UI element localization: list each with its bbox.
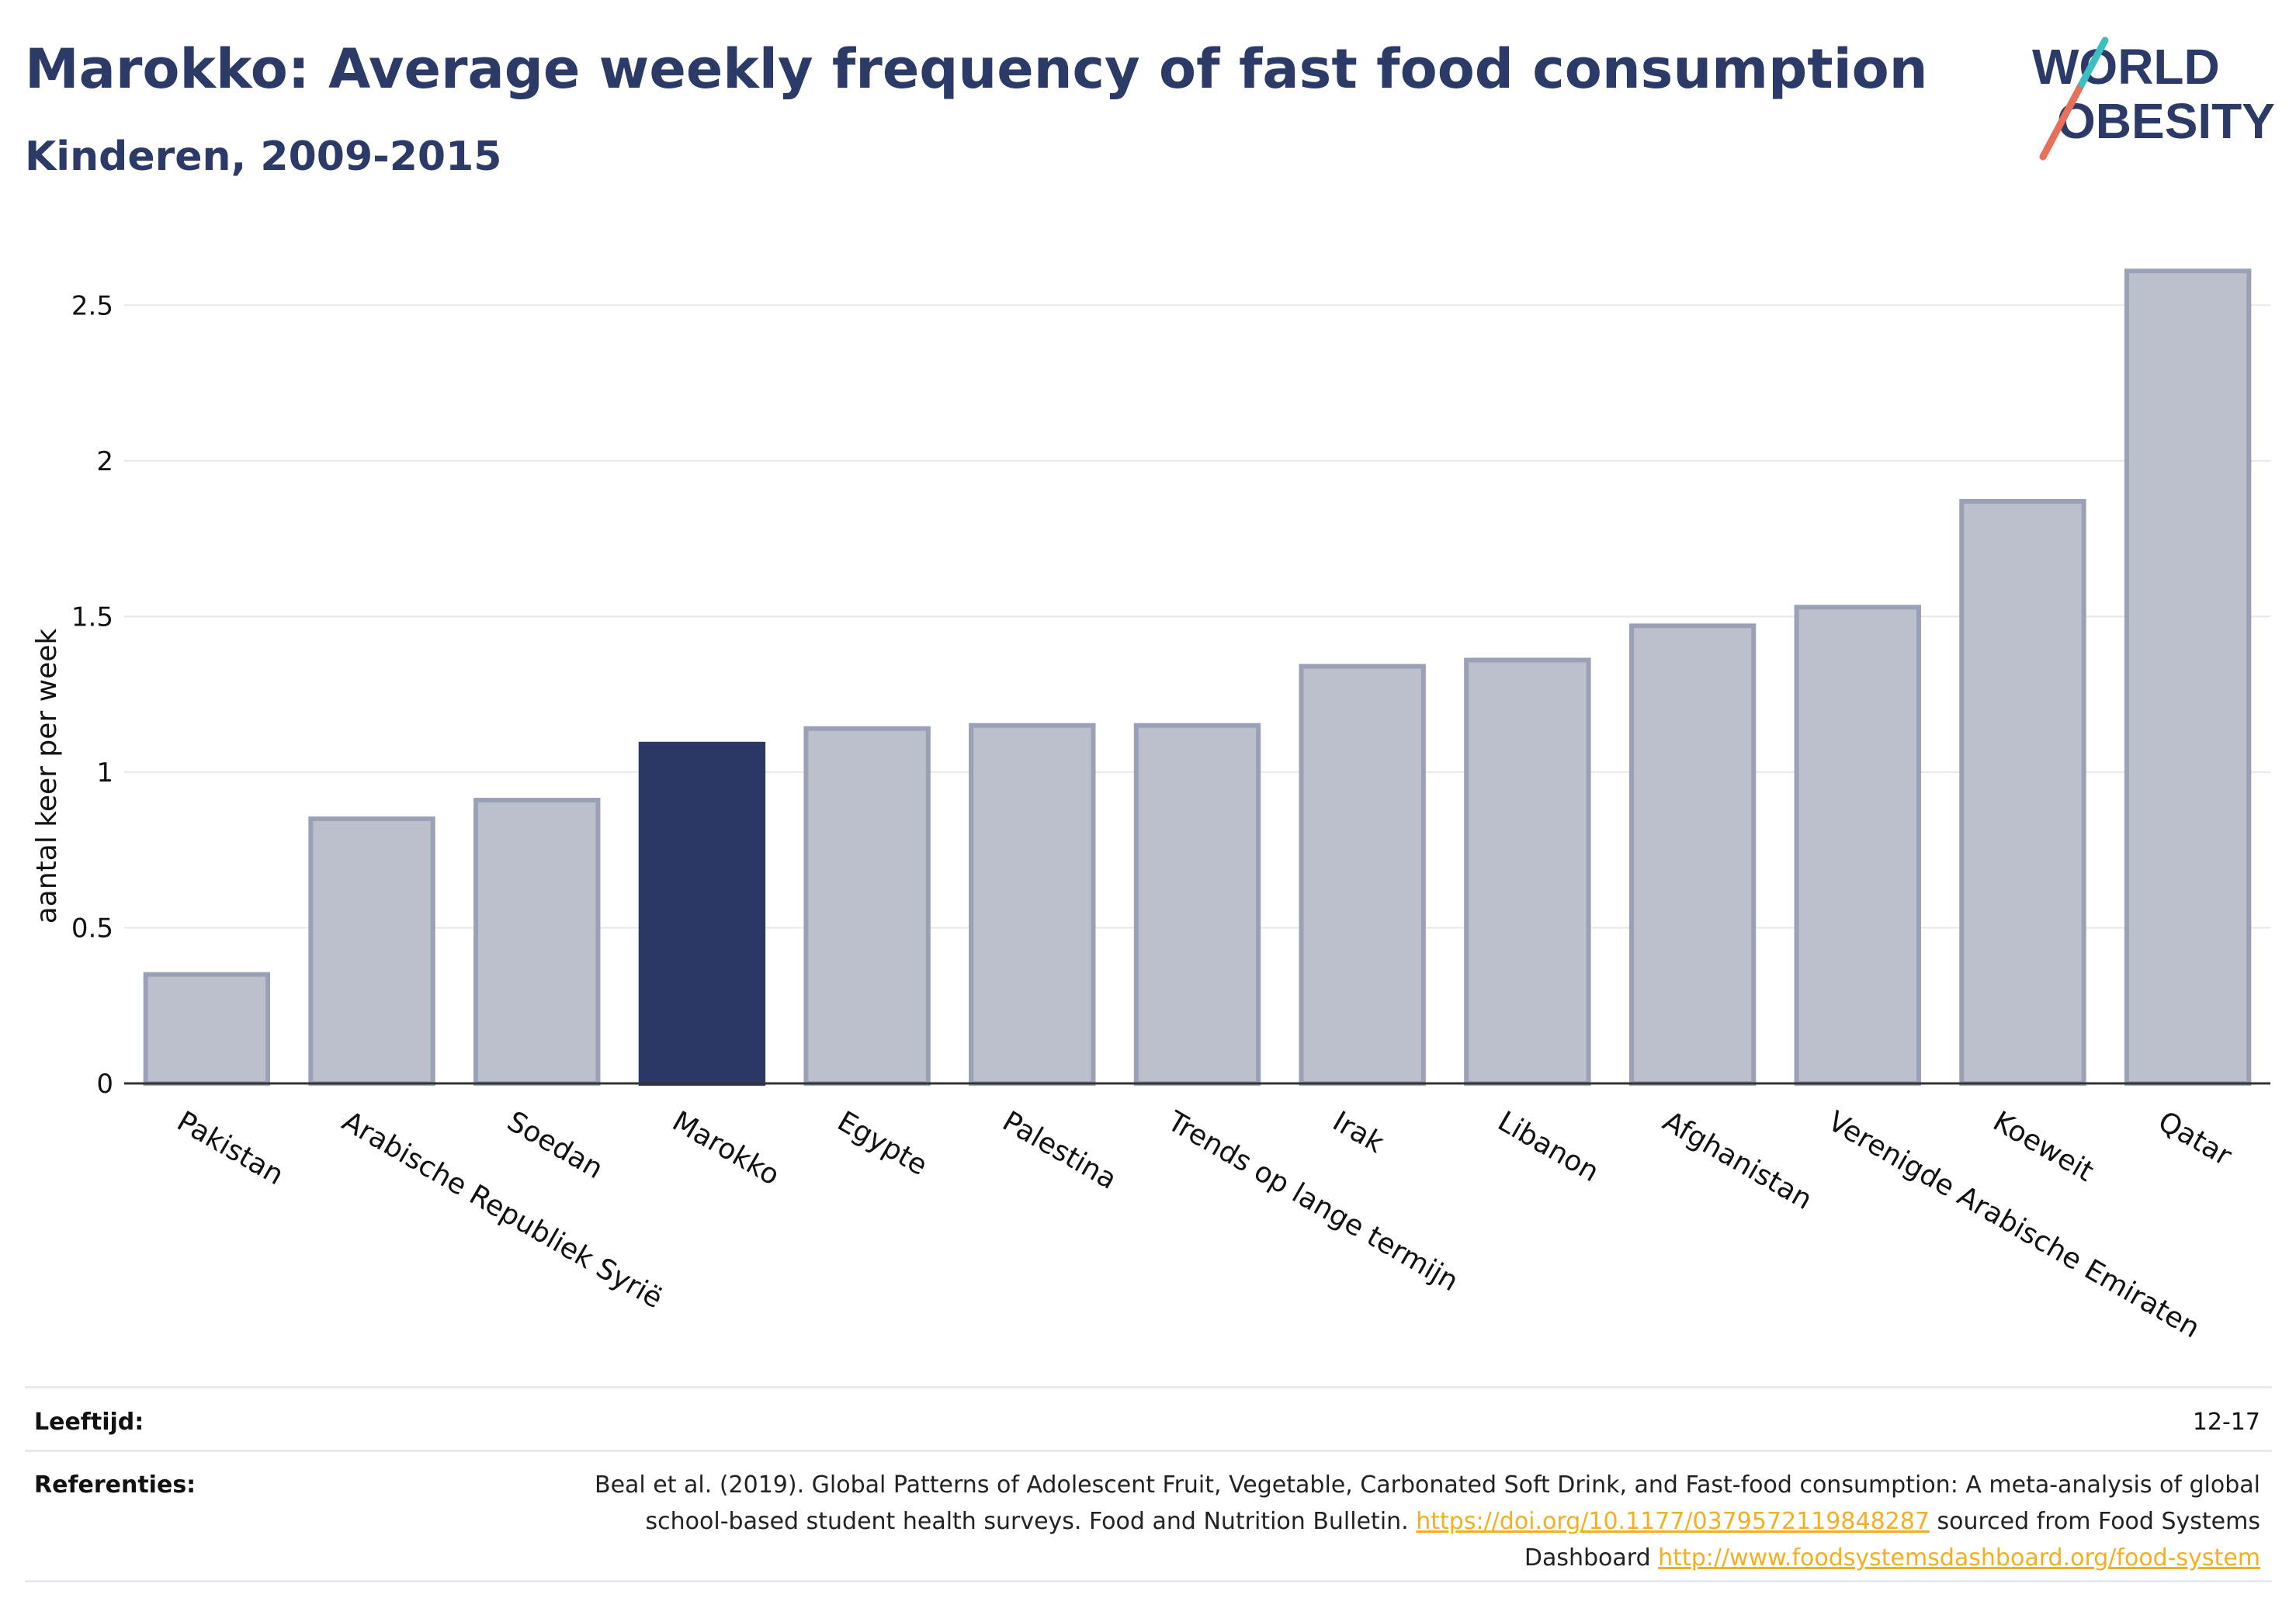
references-text: Beal et al. (2019). Global Patterns of A…: [537, 1467, 2260, 1576]
x-tick-label: Irak: [1327, 1105, 1389, 1159]
logo-slash-lower: [2039, 80, 2086, 161]
y-axis-ticks: 0 0.5 1 1.5 2 2.5: [71, 290, 113, 1100]
chart-subtitle: Kinderen, 2009-2015: [25, 133, 502, 180]
x-tick-label: Afghanistan: [1657, 1105, 1817, 1216]
x-tick-label: Egypte: [832, 1105, 933, 1182]
dashboard-link[interactable]: http://www.foodsystemsdashboard.org/food…: [1658, 1544, 2260, 1572]
refs-text-1: Beal et al. (2019). Global Patterns of A…: [594, 1471, 2260, 1535]
logo-line1: WORLD: [2032, 39, 2220, 95]
x-tick-label: Trends op lange termijn: [1161, 1105, 1463, 1298]
x-tick-label: Koeweit: [1988, 1105, 2099, 1187]
world-obesity-logo: WORLD OBESITY: [2032, 36, 2275, 161]
y-tick-label: 1: [96, 757, 113, 788]
y-tick-label: 2.5: [71, 290, 113, 321]
x-tick-label: Pakistan: [172, 1105, 289, 1191]
x-tick-label: Qatar: [2152, 1105, 2236, 1172]
x-tick-label: Soedan: [501, 1105, 608, 1185]
logo-line2: OBESITY: [2057, 93, 2275, 149]
bar-trends-op-lange-termijn: [1133, 723, 1261, 1087]
bar-palestina: [969, 723, 1096, 1087]
bar-irak: [1299, 664, 1426, 1086]
divider-middle: [25, 1450, 2272, 1452]
refs-label: Referenties:: [34, 1471, 196, 1499]
bar-qatar: [2124, 269, 2252, 1087]
bar-arabische-republiek-syri-: [308, 816, 435, 1087]
y-axis-label: aantal keer per week: [31, 629, 63, 924]
logo-slash-upper: [2078, 36, 2109, 88]
doi-link[interactable]: https://doi.org/10.1177/0379572119848287: [1416, 1508, 1930, 1535]
bar-libanon: [1464, 657, 1591, 1086]
y-tick-label: 0.5: [71, 913, 113, 944]
x-tick-label: Libanon: [1493, 1105, 1604, 1188]
x-tick-label: Palestina: [997, 1105, 1122, 1196]
refs-text-2: sourced from Food Systems Dashboard: [1524, 1508, 2260, 1572]
bar-afghanistan: [1628, 623, 1757, 1086]
bars: [143, 269, 2252, 1087]
bar-soedan: [473, 798, 601, 1087]
age-value: 12-17: [2192, 1409, 2260, 1436]
y-tick-label: 0: [96, 1069, 113, 1100]
bar-chart: 0 0.5 1 1.5 2 2.5 Pakistan Arabische Republiek…: [31, 269, 2270, 1345]
y-tick-label: 1.5: [71, 601, 113, 633]
divider-bottom: [25, 1580, 2272, 1582]
x-tick-label: Arabische Republiek Syrië: [337, 1105, 668, 1315]
y-tick-label: 2: [96, 446, 113, 477]
bar-pakistan: [143, 972, 271, 1086]
divider-top: [25, 1386, 2272, 1388]
bar-egypte: [803, 726, 931, 1086]
bar-marokko: [638, 741, 766, 1086]
bar-koeweit: [1959, 498, 2086, 1086]
age-label: Leeftijd:: [34, 1409, 144, 1436]
chart-title: Marokko: Average weekly frequency of fas…: [25, 37, 1928, 101]
x-tick-label: Marokko: [667, 1105, 785, 1191]
bar-verenigde-arabische-emiraten: [1794, 605, 1921, 1086]
